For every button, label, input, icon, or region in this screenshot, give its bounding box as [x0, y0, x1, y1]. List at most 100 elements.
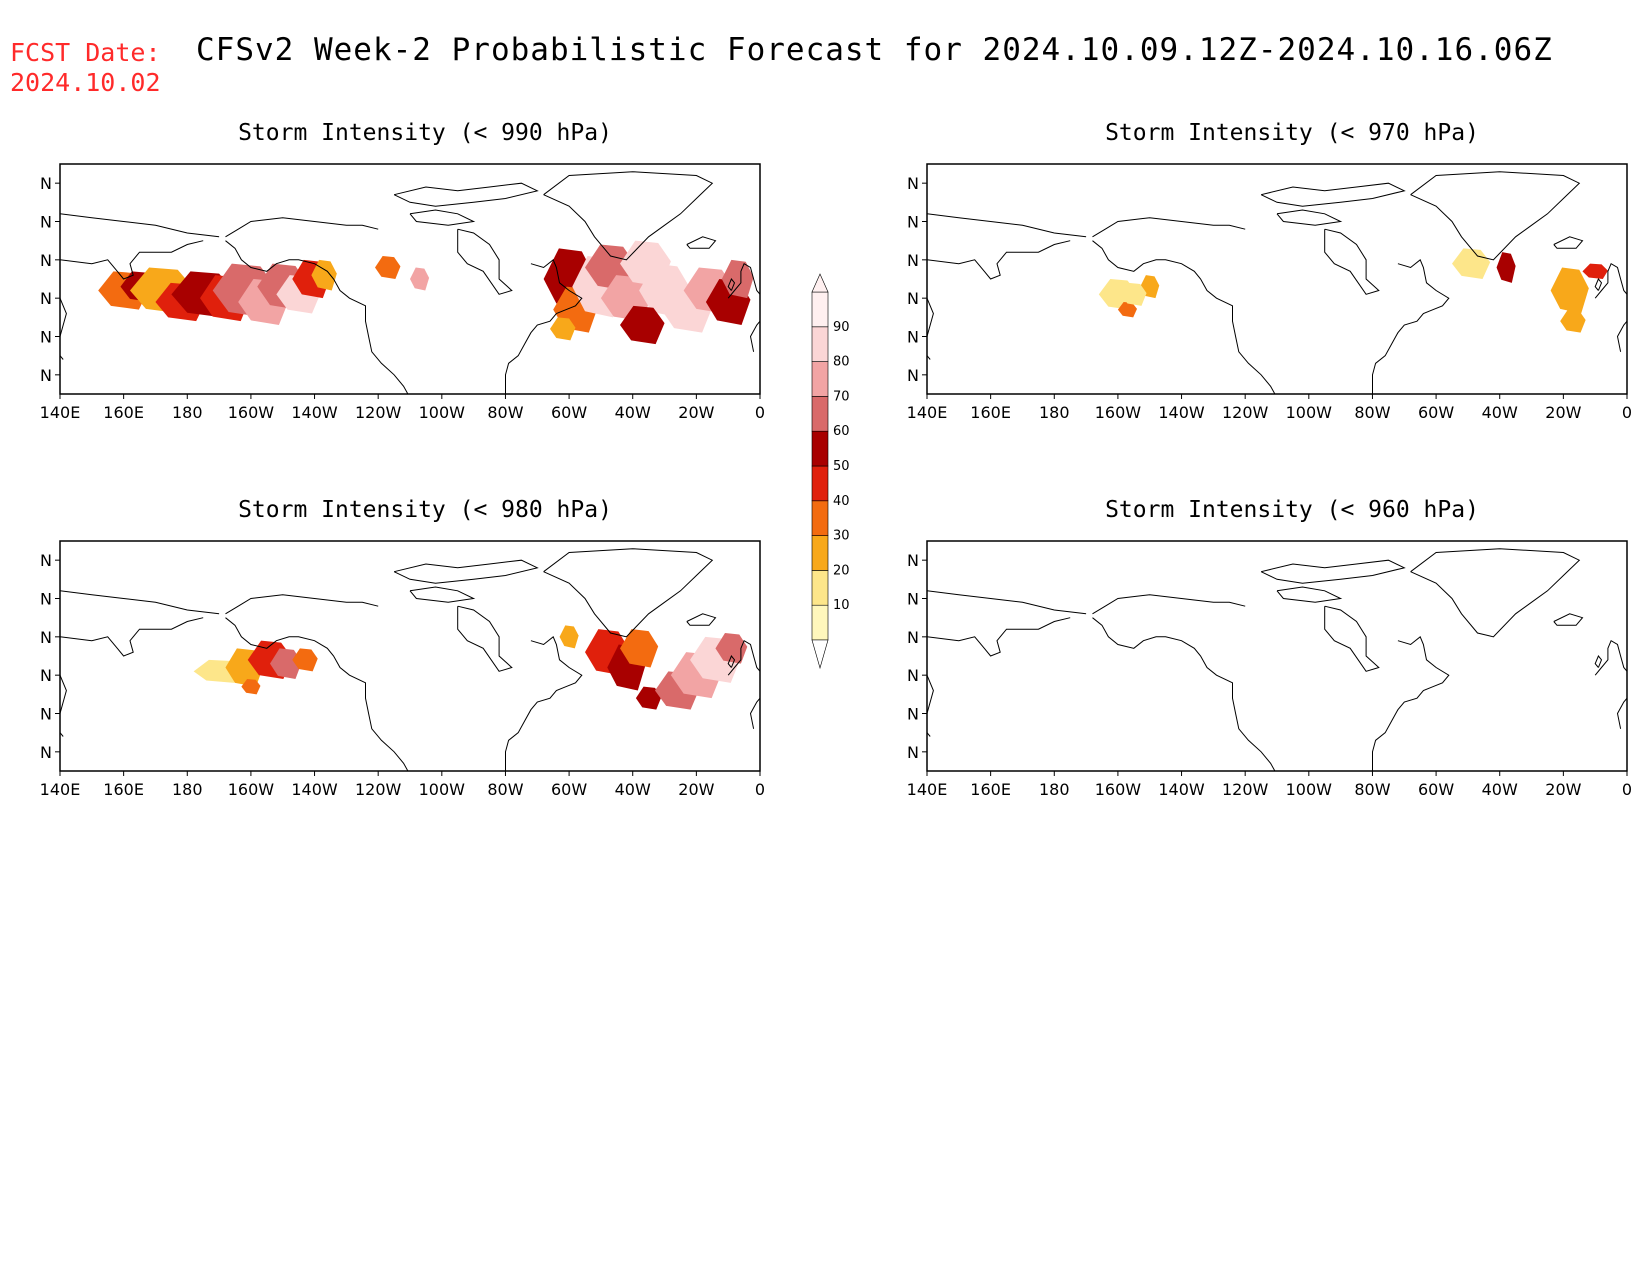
coastline	[1594, 639, 1627, 676]
colorbar-level-label: 30	[833, 529, 850, 544]
coastline	[1553, 236, 1584, 249]
lon-tick-label: 140W	[1158, 780, 1205, 799]
coastline	[927, 240, 1071, 280]
coastline	[1092, 594, 1246, 615]
lat-tick-label: 60N	[40, 251, 52, 270]
color-legend: 10 20 30 40 50 60 70 80 90	[811, 273, 850, 670]
lat-tick-label: 80N	[40, 551, 52, 570]
colorbar-swatch	[811, 500, 829, 536]
lat-tick-label: 80N	[907, 551, 919, 570]
colorbar-level-label: 40	[833, 494, 850, 509]
coastline	[1594, 278, 1603, 291]
lon-tick-label: 60W	[1418, 780, 1454, 799]
lon-tick-label: 20W	[1545, 780, 1581, 799]
coastline	[60, 617, 204, 657]
coastline	[225, 594, 379, 615]
map-frame	[926, 540, 1628, 772]
colorbar-level-label: 20	[833, 563, 850, 578]
colorbar-top-arrow	[811, 273, 829, 293]
lat-tick-label: 40N	[907, 705, 919, 724]
coastline	[225, 240, 409, 394]
lon-tick-label: 180	[1039, 403, 1070, 422]
coastline	[1324, 228, 1380, 295]
coastline	[225, 217, 379, 238]
lon-tick-label: 140E	[40, 780, 80, 799]
coastline	[1092, 217, 1246, 238]
coastline	[1372, 258, 1450, 394]
panel-970: Storm Intensity (< 970 hPa) 80N 70N 60N 50N…	[907, 120, 1650, 450]
lon-tick-label: 0	[755, 780, 765, 799]
colorbar-swatch	[811, 291, 829, 328]
coastline	[1553, 613, 1584, 626]
probability-patch	[1560, 309, 1586, 333]
probability-patch	[1121, 282, 1147, 306]
lat-tick-label: 50N	[40, 666, 52, 685]
lat-tick-label: 50N	[40, 289, 52, 308]
lon-tick-label: 120W	[355, 403, 402, 422]
coastline	[60, 590, 220, 615]
lon-tick-label: 160E	[970, 780, 1011, 799]
coastline	[727, 655, 736, 668]
coastline	[727, 278, 736, 291]
probability-patch	[1550, 267, 1589, 314]
lat-tick-label: 60N	[40, 628, 52, 647]
lat-tick-label: 40N	[907, 328, 919, 347]
forecast-date-value: 2024.10.02	[10, 68, 161, 97]
panel-960: Storm Intensity (< 960 hPa) 80N 70N 60N 50N…	[907, 497, 1650, 827]
lon-tick-label: 140E	[40, 403, 80, 422]
lon-tick-label: 40W	[1482, 780, 1518, 799]
lon-tick-label: 100W	[1286, 403, 1333, 422]
coastline	[927, 675, 934, 737]
coastline	[1372, 635, 1450, 771]
lat-tick-label: 30N	[40, 743, 52, 762]
coastline	[457, 228, 513, 295]
lat-tick-label: 70N	[907, 213, 919, 232]
lat-tick-label: 40N	[40, 705, 52, 724]
colorbar-level-label: 10	[833, 598, 850, 613]
forecast-date-block: FCST Date: 2024.10.02	[10, 38, 161, 98]
probability-patch	[635, 686, 662, 710]
probability-patch	[270, 648, 302, 679]
coastline	[749, 320, 760, 352]
probability-patch	[410, 267, 430, 291]
coastline	[1276, 586, 1343, 603]
probability-patch	[1496, 252, 1516, 283]
coastline	[457, 605, 513, 672]
coastline	[60, 675, 67, 737]
lat-tick-label: 50N	[907, 666, 919, 685]
colorbar-bottom-arrow	[811, 639, 829, 670]
coastline	[727, 639, 760, 676]
panel-title-970: Storm Intensity (< 970 hPa)	[1105, 120, 1479, 146]
lat-tick-label: 30N	[907, 366, 919, 385]
panel-980: Storm Intensity (< 980 hPa) 80N 70N 60N 50N…	[40, 497, 900, 827]
lon-tick-label: 80W	[1354, 780, 1390, 799]
lat-tick-label: 70N	[40, 590, 52, 609]
lon-tick-label: 160W	[228, 780, 275, 799]
coastline	[1616, 697, 1627, 729]
coastline	[749, 697, 760, 729]
lon-tick-label: 140W	[291, 780, 338, 799]
lon-tick-label: 160E	[103, 403, 144, 422]
colorbar-swatch	[811, 535, 829, 571]
page-title: CFSv2 Week-2 Probabilistic Forecast for …	[196, 32, 1553, 68]
coastline	[927, 617, 1071, 657]
lat-tick-label: 60N	[907, 251, 919, 270]
coastline	[1616, 320, 1627, 352]
lon-tick-label: 80W	[1354, 403, 1390, 422]
lon-tick-label: 160W	[1095, 780, 1142, 799]
lon-tick-label: 80W	[487, 403, 523, 422]
lat-tick-label: 80N	[40, 174, 52, 193]
lon-tick-label: 120W	[1222, 780, 1269, 799]
map-frame	[926, 163, 1628, 395]
coastline	[686, 236, 717, 249]
coastline	[1092, 240, 1276, 394]
lon-tick-label: 20W	[678, 403, 714, 422]
probability-patch	[715, 633, 748, 664]
probability-patch	[620, 629, 659, 668]
coastline	[1594, 262, 1627, 299]
lon-tick-label: 160W	[228, 403, 275, 422]
lon-tick-label: 180	[172, 780, 203, 799]
lon-tick-label: 40W	[1482, 403, 1518, 422]
lon-tick-label: 100W	[1286, 780, 1333, 799]
coastline	[1260, 559, 1406, 584]
